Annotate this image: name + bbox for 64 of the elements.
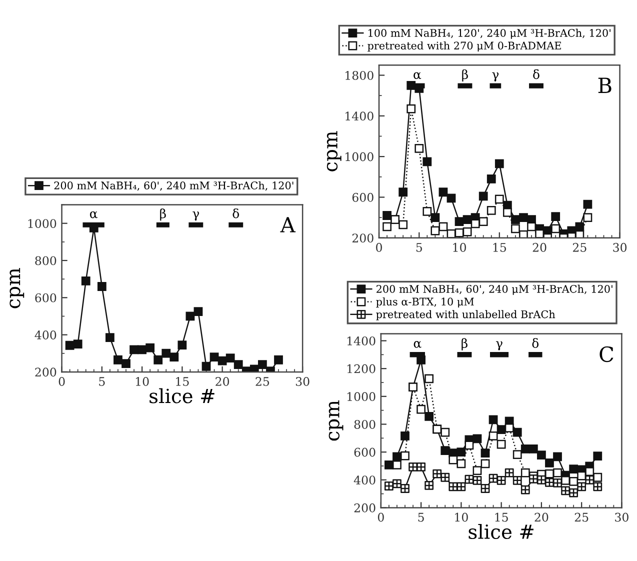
x-tick-label: 15 (493, 242, 506, 252)
y-tick-label: 400 (354, 476, 376, 485)
y-tick-label: 1000 (28, 219, 56, 228)
x-tick-label: 0 (58, 377, 65, 386)
x-tick-label: 10 (455, 512, 468, 522)
x-tick-label: 20 (534, 512, 548, 522)
y-tick-label: 1000 (346, 152, 374, 162)
annotation: α (90, 211, 98, 218)
legend-label: 200 mM NaBH₄, 60', 240 mM ³H-BrACh, 120' (54, 181, 294, 191)
x-tick-label: 5 (416, 243, 422, 252)
legend-label: 100 mM NaBH₄, 120', 240 μM ³H-BrACh, 120' (368, 28, 610, 39)
y-tick-label: 600 (354, 448, 376, 457)
x-axis-title: slice # (150, 388, 214, 404)
y-tick-label: 1000 (347, 392, 376, 402)
annotation: B (598, 78, 612, 93)
annotation: C (600, 346, 614, 362)
annotation: δ (533, 69, 540, 80)
annotation: δ (532, 338, 539, 348)
annotation: α (414, 72, 422, 80)
x-tick-label: 25 (256, 377, 270, 386)
y-tick-label: 200 (35, 368, 56, 377)
x-tick-label: 5 (418, 512, 424, 522)
x-tick-label: 10 (453, 242, 466, 252)
x-tick-label: 30 (615, 512, 628, 522)
y-axis-title: cpm (326, 131, 342, 172)
y-tick-label: 200 (354, 503, 376, 512)
y-tick-label: 800 (354, 420, 376, 429)
y-tick-label: 200 (352, 234, 374, 243)
y-axis-title: cpm (328, 400, 344, 441)
legend-label: 200 mM NaBH₄, 60', 240 μM ³H-BrACh, 120' (376, 284, 612, 295)
x-tick-label: 5 (99, 377, 105, 386)
annotation: β (160, 208, 166, 221)
y-tick-label: 400 (34, 330, 56, 340)
y-tick-label: 600 (35, 293, 56, 302)
legend-label: pretreated with unlabelled BrACh (376, 310, 556, 320)
x-tick-label: 30 (296, 377, 310, 386)
x-axis-title: slice # (468, 524, 534, 540)
legend-label: plus α-BTX, 10 μM (376, 297, 474, 308)
y-tick-label: 1400 (347, 336, 376, 346)
y-tick-label: 600 (352, 192, 374, 202)
y-tick-label: 800 (35, 256, 56, 266)
annotation: A (280, 217, 296, 232)
annotation: β (462, 338, 468, 350)
annotation: β (462, 69, 468, 82)
annotation: γ (496, 341, 502, 350)
x-tick-label: 20 (216, 377, 230, 386)
x-tick-label: 20 (532, 242, 546, 252)
legend-label: pretreated with 270 μM 0-BrADMAE (368, 41, 561, 52)
y-tick-label: 1800 (346, 70, 374, 80)
annotation: δ (232, 208, 240, 218)
y-tick-label: 1400 (346, 112, 374, 121)
annotation: α (414, 341, 422, 348)
x-tick-label: 25 (574, 512, 588, 522)
x-tick-label: 15 (176, 377, 189, 386)
y-axis-title: cpm (10, 268, 24, 308)
y-tick-label: 1200 (347, 364, 376, 374)
annotation: γ (492, 72, 499, 82)
x-tick-label: 15 (495, 512, 508, 522)
x-tick-label: 25 (572, 242, 586, 252)
x-tick-label: 10 (136, 377, 149, 386)
x-tick-label: 0 (376, 242, 382, 252)
x-tick-label: 30 (613, 242, 627, 252)
x-tick-label: 0 (378, 512, 384, 522)
annotation: γ (192, 212, 200, 221)
